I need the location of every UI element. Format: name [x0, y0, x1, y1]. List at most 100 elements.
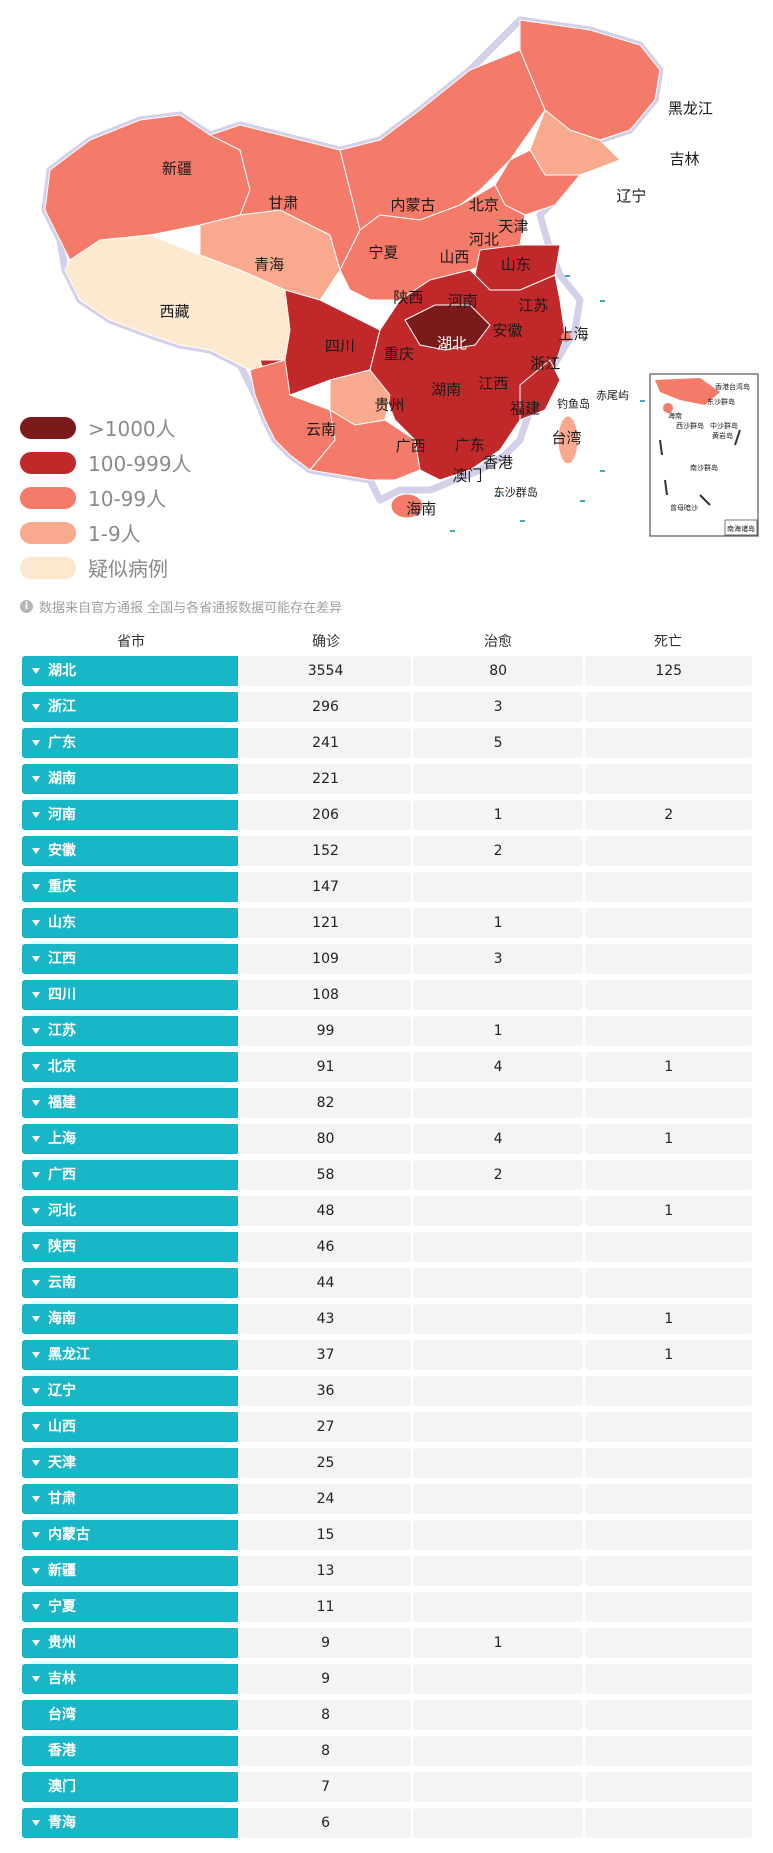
- table-row[interactable]: 贵州 9 1: [22, 1628, 752, 1658]
- expand-arrow-icon[interactable]: [32, 848, 40, 854]
- table-row[interactable]: 内蒙古 15: [22, 1520, 752, 1550]
- table-row[interactable]: 宁夏 11: [22, 1592, 752, 1622]
- expand-arrow-icon[interactable]: [32, 884, 40, 890]
- province-cell[interactable]: 江苏: [22, 1016, 239, 1046]
- table-row[interactable]: 北京 91 4 1: [22, 1052, 752, 1082]
- expand-arrow-icon[interactable]: [32, 1028, 40, 1034]
- expand-arrow-icon[interactable]: [32, 1496, 40, 1502]
- province-cell[interactable]: 海南: [22, 1304, 239, 1334]
- province-cell[interactable]: 山东: [22, 908, 239, 938]
- expand-arrow-icon[interactable]: [32, 1244, 40, 1250]
- table-row[interactable]: 重庆 147: [22, 872, 752, 902]
- expand-arrow-icon[interactable]: [32, 740, 40, 746]
- province-cell[interactable]: 黑龙江: [22, 1340, 239, 1370]
- expand-arrow-icon[interactable]: [32, 920, 40, 926]
- province-cell[interactable]: 广东: [22, 728, 239, 758]
- table-row[interactable]: 广东 241 5: [22, 728, 752, 758]
- expand-arrow-icon[interactable]: [32, 1640, 40, 1646]
- province-cell[interactable]: 湖北: [22, 656, 239, 686]
- province-cell[interactable]: 上海: [22, 1124, 239, 1154]
- table-row[interactable]: 青海 6: [22, 1808, 752, 1838]
- expand-arrow-icon[interactable]: [32, 1820, 40, 1826]
- table-row[interactable]: 湖北 3554 80 125: [22, 656, 752, 686]
- expand-arrow-icon[interactable]: [32, 1064, 40, 1070]
- province-cell[interactable]: 重庆: [22, 872, 239, 902]
- province-cell[interactable]: 香港: [22, 1736, 239, 1766]
- province-name: 河北: [48, 1203, 76, 1219]
- province-cell[interactable]: 四川: [22, 980, 239, 1010]
- table-row[interactable]: 新疆 13: [22, 1556, 752, 1586]
- table-row[interactable]: 江西 109 3: [22, 944, 752, 974]
- expand-arrow-icon[interactable]: [32, 704, 40, 710]
- expand-arrow-icon[interactable]: [32, 1280, 40, 1286]
- expand-arrow-icon[interactable]: [32, 1208, 40, 1214]
- province-cell[interactable]: 澳门: [22, 1772, 239, 1802]
- table-row[interactable]: 安徽 152 2: [22, 836, 752, 866]
- table-row[interactable]: 陕西 46: [22, 1232, 752, 1262]
- table-row[interactable]: 河北 48 1: [22, 1196, 752, 1226]
- expand-arrow-icon[interactable]: [32, 1136, 40, 1142]
- province-cell[interactable]: 浙江: [22, 692, 239, 722]
- table-row[interactable]: 四川 108: [22, 980, 752, 1010]
- table-row[interactable]: 浙江 296 3: [22, 692, 752, 722]
- confirmed-cell: 27: [240, 1412, 411, 1442]
- table-row[interactable]: 上海 80 4 1: [22, 1124, 752, 1154]
- expand-arrow-icon[interactable]: [32, 956, 40, 962]
- province-cell[interactable]: 云南: [22, 1268, 239, 1298]
- province-cell[interactable]: 辽宁: [22, 1376, 239, 1406]
- province-cell[interactable]: 江西: [22, 944, 239, 974]
- province-cell[interactable]: 甘肃: [22, 1484, 239, 1514]
- province-cell[interactable]: 河北: [22, 1196, 239, 1226]
- table-header: 省市 确诊 治愈 死亡: [22, 626, 752, 656]
- table-row[interactable]: 湖南 221: [22, 764, 752, 794]
- province-cell[interactable]: 天津: [22, 1448, 239, 1478]
- expand-arrow-icon[interactable]: [32, 1532, 40, 1538]
- table-row[interactable]: 山东 121 1: [22, 908, 752, 938]
- expand-arrow-icon[interactable]: [32, 1460, 40, 1466]
- province-cell[interactable]: 新疆: [22, 1556, 239, 1586]
- expand-arrow-icon[interactable]: [32, 776, 40, 782]
- expand-arrow-icon[interactable]: [32, 668, 40, 674]
- province-cell[interactable]: 安徽: [22, 836, 239, 866]
- province-cell[interactable]: 湖南: [22, 764, 239, 794]
- table-row[interactable]: 山西 27: [22, 1412, 752, 1442]
- table-row[interactable]: 江苏 99 1: [22, 1016, 752, 1046]
- table-row[interactable]: 台湾 8: [22, 1700, 752, 1730]
- table-row[interactable]: 海南 43 1: [22, 1304, 752, 1334]
- expand-arrow-icon[interactable]: [32, 1388, 40, 1394]
- table-row[interactable]: 天津 25: [22, 1448, 752, 1478]
- province-cell[interactable]: 贵州: [22, 1628, 239, 1658]
- expand-arrow-icon[interactable]: [32, 992, 40, 998]
- province-cell[interactable]: 宁夏: [22, 1592, 239, 1622]
- table-row[interactable]: 甘肃 24: [22, 1484, 752, 1514]
- province-cell[interactable]: 内蒙古: [22, 1520, 239, 1550]
- province-cell[interactable]: 青海: [22, 1808, 239, 1838]
- table-row[interactable]: 黑龙江 37 1: [22, 1340, 752, 1370]
- province-cell[interactable]: 陕西: [22, 1232, 239, 1262]
- province-cell[interactable]: 河南: [22, 800, 239, 830]
- province-cell[interactable]: 广西: [22, 1160, 239, 1190]
- expand-arrow-icon[interactable]: [32, 1352, 40, 1358]
- table-row[interactable]: 河南 206 1 2: [22, 800, 752, 830]
- province-cell[interactable]: 福建: [22, 1088, 239, 1118]
- table-row[interactable]: 吉林 9: [22, 1664, 752, 1694]
- expand-arrow-icon[interactable]: [32, 1604, 40, 1610]
- expand-arrow-icon[interactable]: [32, 1568, 40, 1574]
- province-cell[interactable]: 吉林: [22, 1664, 239, 1694]
- province-cell[interactable]: 台湾: [22, 1700, 239, 1730]
- expand-arrow-icon[interactable]: [32, 812, 40, 818]
- table-row[interactable]: 云南 44: [22, 1268, 752, 1298]
- province-cell[interactable]: 山西: [22, 1412, 239, 1442]
- expand-arrow-icon[interactable]: [32, 1100, 40, 1106]
- expand-arrow-icon[interactable]: [32, 1172, 40, 1178]
- province-cell[interactable]: 北京: [22, 1052, 239, 1082]
- table-row[interactable]: 辽宁 36: [22, 1376, 752, 1406]
- table-row[interactable]: 香港 8: [22, 1736, 752, 1766]
- table-row[interactable]: 澳门 7: [22, 1772, 752, 1802]
- expand-arrow-icon[interactable]: [32, 1676, 40, 1682]
- confirmed-cell: 108: [240, 980, 411, 1010]
- table-row[interactable]: 广西 58 2: [22, 1160, 752, 1190]
- table-row[interactable]: 福建 82: [22, 1088, 752, 1118]
- expand-arrow-icon[interactable]: [32, 1424, 40, 1430]
- expand-arrow-icon[interactable]: [32, 1316, 40, 1322]
